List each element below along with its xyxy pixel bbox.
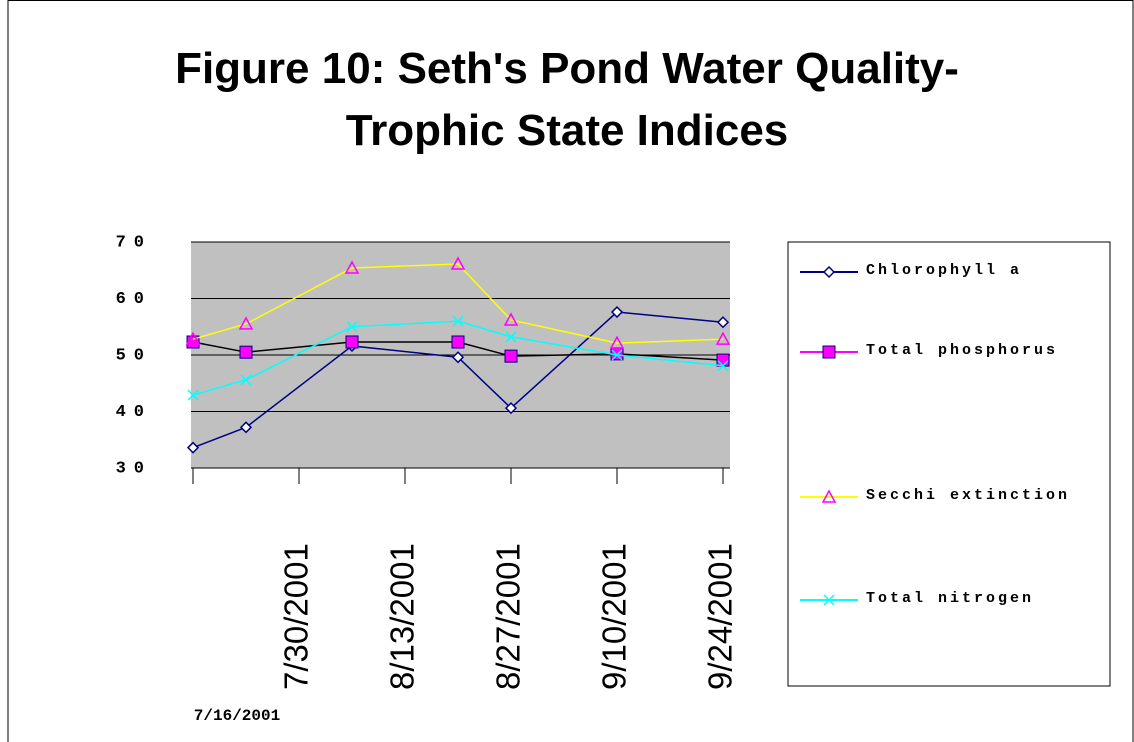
x-tick-label: 9/10/2001 (596, 543, 633, 690)
x-tick-label: 7/16/2001 (194, 707, 280, 725)
point (504, 349, 518, 363)
legend-marker (821, 489, 837, 503)
chart-title: Figure 10: Seth's Pond Water Quality- Tr… (175, 44, 959, 155)
point (186, 441, 200, 454)
legend-marker (822, 265, 836, 279)
point (450, 256, 466, 270)
point (344, 260, 360, 274)
legend-marker (822, 345, 836, 359)
legend-label: Secchi extinction (866, 487, 1070, 504)
point (503, 312, 519, 326)
point (185, 331, 201, 345)
y-tick-label: 70 (116, 233, 152, 252)
y-tick-label: 60 (116, 290, 152, 309)
y-tick-label: 50 (116, 346, 152, 365)
point (239, 345, 253, 359)
point (451, 351, 465, 364)
point (505, 331, 517, 343)
x-tick-label: 9/24/2001 (702, 543, 739, 690)
point (240, 374, 252, 386)
legend-label: Total phosphorus (866, 342, 1058, 359)
point (451, 335, 465, 349)
legend-label: Chlorophyll a (866, 262, 1022, 279)
legend-label: Total nitrogen (866, 590, 1034, 607)
series-line (192, 263, 724, 344)
point (187, 389, 199, 401)
point (609, 335, 625, 349)
point (610, 305, 624, 319)
chart-border (7, 0, 1134, 742)
legend-marker (823, 594, 835, 606)
point (346, 321, 358, 333)
point (611, 349, 623, 361)
y-tick-label: 30 (116, 459, 152, 478)
point (716, 353, 730, 367)
point (717, 360, 729, 372)
point (715, 331, 731, 345)
point (345, 335, 359, 349)
point (239, 421, 253, 434)
point (238, 316, 254, 330)
x-tick-label: 8/13/2001 (384, 543, 421, 690)
point (716, 316, 730, 329)
x-tick-label: 8/27/2001 (490, 543, 527, 690)
y-tick-label: 40 (116, 403, 152, 422)
x-tick-label: 7/30/2001 (278, 543, 315, 690)
point (504, 402, 518, 415)
point (452, 315, 464, 327)
legend-box (787, 241, 1111, 687)
